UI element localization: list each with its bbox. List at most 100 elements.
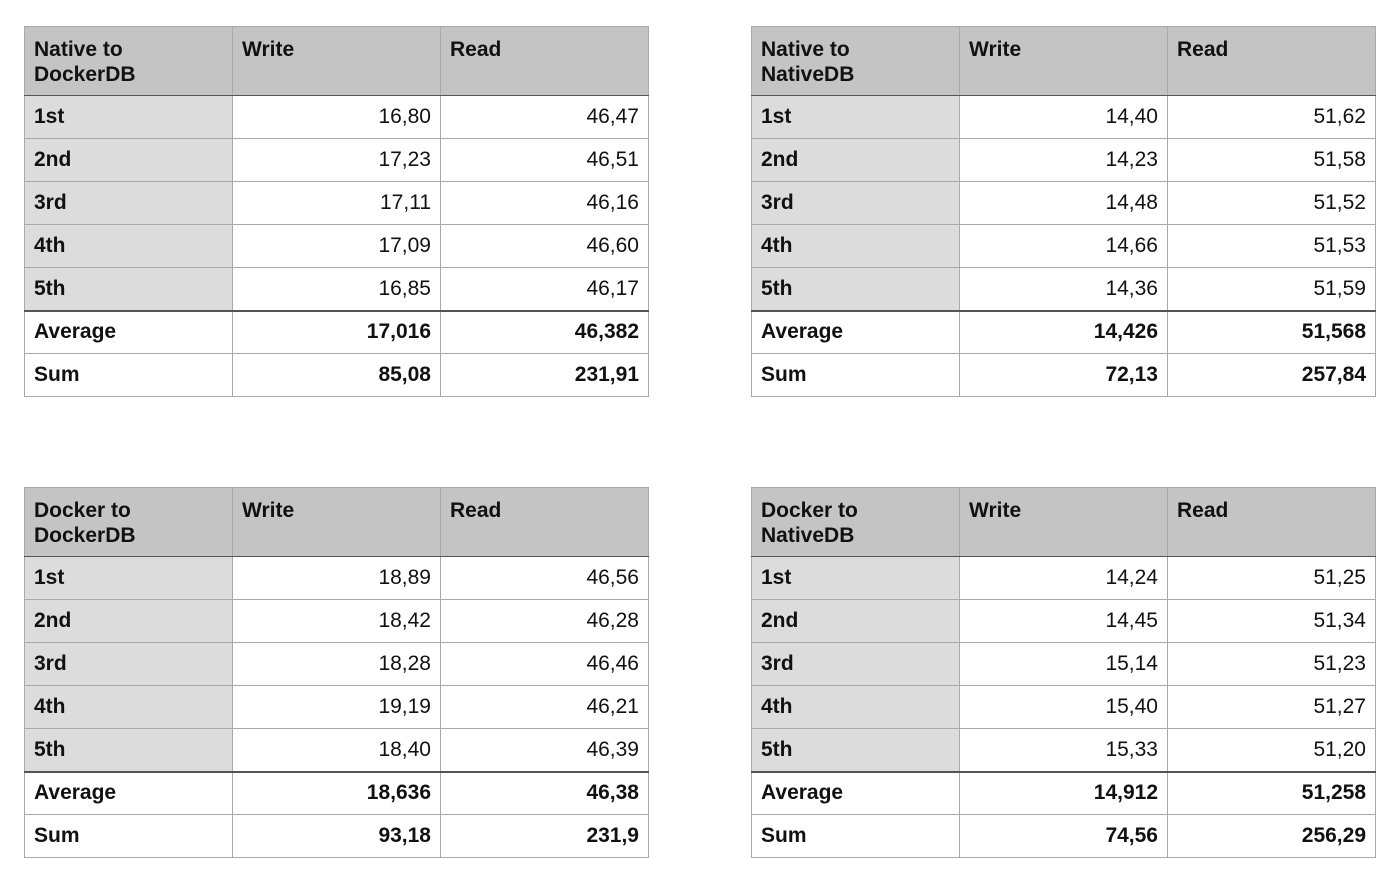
write-value: 18,28 xyxy=(232,642,441,686)
sum-label: Sum xyxy=(24,814,233,858)
read-value: 51,59 xyxy=(1167,267,1376,311)
table-row: 5th 15,33 51,20 xyxy=(751,728,1376,772)
write-value: 14,48 xyxy=(959,181,1168,225)
row-label: 1st xyxy=(24,95,233,139)
row-label: 4th xyxy=(751,224,960,268)
write-value: 17,23 xyxy=(232,138,441,182)
table-title: Native to DockerDB xyxy=(24,26,233,96)
row-label: 5th xyxy=(751,728,960,772)
column-header-read: Read xyxy=(1167,26,1376,96)
column-header-write: Write xyxy=(232,26,441,96)
table-row: 5th 18,40 46,39 xyxy=(24,728,649,772)
row-label: 5th xyxy=(751,267,960,311)
sum-row: Sum 74,56 256,29 xyxy=(751,814,1376,858)
row-label: 3rd xyxy=(751,642,960,686)
header-row: Docker to DockerDB Write Read xyxy=(24,487,649,557)
write-value: 14,24 xyxy=(959,556,1168,600)
sum-write: 72,13 xyxy=(959,353,1168,397)
row-label: 5th xyxy=(24,728,233,772)
read-value: 51,34 xyxy=(1167,599,1376,643)
average-read: 51,258 xyxy=(1167,770,1376,815)
table-row: 5th 16,85 46,17 xyxy=(24,267,649,311)
write-value: 16,80 xyxy=(232,95,441,139)
read-value: 51,25 xyxy=(1167,556,1376,600)
read-value: 51,20 xyxy=(1167,728,1376,772)
average-label: Average xyxy=(751,770,960,815)
column-header-read: Read xyxy=(440,487,649,557)
write-value: 18,89 xyxy=(232,556,441,600)
sum-row: Sum 72,13 257,84 xyxy=(751,353,1376,397)
write-value: 14,66 xyxy=(959,224,1168,268)
read-value: 51,52 xyxy=(1167,181,1376,225)
write-value: 15,40 xyxy=(959,685,1168,729)
column-header-write: Write xyxy=(959,487,1168,557)
write-value: 14,45 xyxy=(959,599,1168,643)
write-value: 17,11 xyxy=(232,181,441,225)
row-label: 4th xyxy=(24,224,233,268)
table-row: 1st 14,40 51,62 xyxy=(751,95,1376,139)
average-row: Average 18,636 46,38 xyxy=(24,770,649,815)
average-write: 17,016 xyxy=(232,309,441,354)
row-label: 1st xyxy=(751,556,960,600)
column-header-read: Read xyxy=(440,26,649,96)
average-row: Average 14,912 51,258 xyxy=(751,770,1376,815)
average-read: 46,382 xyxy=(440,309,649,354)
table-row: 2nd 18,42 46,28 xyxy=(24,599,649,643)
table-title: Native to NativeDB xyxy=(751,26,960,96)
average-write: 14,912 xyxy=(959,770,1168,815)
read-value: 46,51 xyxy=(440,138,649,182)
write-value: 18,42 xyxy=(232,599,441,643)
table-native-to-nativedb: Native to NativeDB Write Read 1st 14,40 51… xyxy=(751,26,1376,397)
table-row: 5th 14,36 51,59 xyxy=(751,267,1376,311)
write-value: 15,14 xyxy=(959,642,1168,686)
read-value: 46,56 xyxy=(440,556,649,600)
write-value: 14,23 xyxy=(959,138,1168,182)
read-value: 46,28 xyxy=(440,599,649,643)
average-row: Average 17,016 46,382 xyxy=(24,309,649,354)
write-value: 16,85 xyxy=(232,267,441,311)
write-value: 18,40 xyxy=(232,728,441,772)
row-label: 3rd xyxy=(24,181,233,225)
average-read: 46,38 xyxy=(440,770,649,815)
row-label: 2nd xyxy=(751,599,960,643)
read-value: 51,27 xyxy=(1167,685,1376,729)
table-row: 1st 18,89 46,56 xyxy=(24,556,649,600)
read-value: 46,39 xyxy=(440,728,649,772)
table-row: 2nd 14,23 51,58 xyxy=(751,138,1376,182)
average-label: Average xyxy=(751,309,960,354)
sum-row: Sum 93,18 231,9 xyxy=(24,814,649,858)
header-row: Native to NativeDB Write Read xyxy=(751,26,1376,96)
average-write: 14,426 xyxy=(959,309,1168,354)
sum-row: Sum 85,08 231,91 xyxy=(24,353,649,397)
sum-label: Sum xyxy=(751,814,960,858)
read-value: 51,62 xyxy=(1167,95,1376,139)
column-header-write: Write xyxy=(959,26,1168,96)
header-row: Native to DockerDB Write Read xyxy=(24,26,649,96)
column-header-read: Read xyxy=(1167,487,1376,557)
table-row: 1st 14,24 51,25 xyxy=(751,556,1376,600)
average-label: Average xyxy=(24,770,233,815)
sum-read: 231,9 xyxy=(440,814,649,858)
table-row: 4th 19,19 46,21 xyxy=(24,685,649,729)
table-row: 4th 15,40 51,27 xyxy=(751,685,1376,729)
read-value: 46,47 xyxy=(440,95,649,139)
table-row: 1st 16,80 46,47 xyxy=(24,95,649,139)
read-value: 46,17 xyxy=(440,267,649,311)
write-value: 19,19 xyxy=(232,685,441,729)
table-docker-to-nativedb: Docker to NativeDB Write Read 1st 14,24 51… xyxy=(751,487,1376,858)
sum-label: Sum xyxy=(751,353,960,397)
read-value: 46,21 xyxy=(440,685,649,729)
write-value: 15,33 xyxy=(959,728,1168,772)
write-value: 14,36 xyxy=(959,267,1168,311)
row-label: 1st xyxy=(24,556,233,600)
table-row: 3rd 15,14 51,23 xyxy=(751,642,1376,686)
table-row: 4th 17,09 46,60 xyxy=(24,224,649,268)
row-label: 2nd xyxy=(24,138,233,182)
row-label: 5th xyxy=(24,267,233,311)
sum-write: 85,08 xyxy=(232,353,441,397)
table-row: 3rd 18,28 46,46 xyxy=(24,642,649,686)
row-label: 2nd xyxy=(24,599,233,643)
read-value: 51,23 xyxy=(1167,642,1376,686)
average-label: Average xyxy=(24,309,233,354)
row-label: 4th xyxy=(751,685,960,729)
